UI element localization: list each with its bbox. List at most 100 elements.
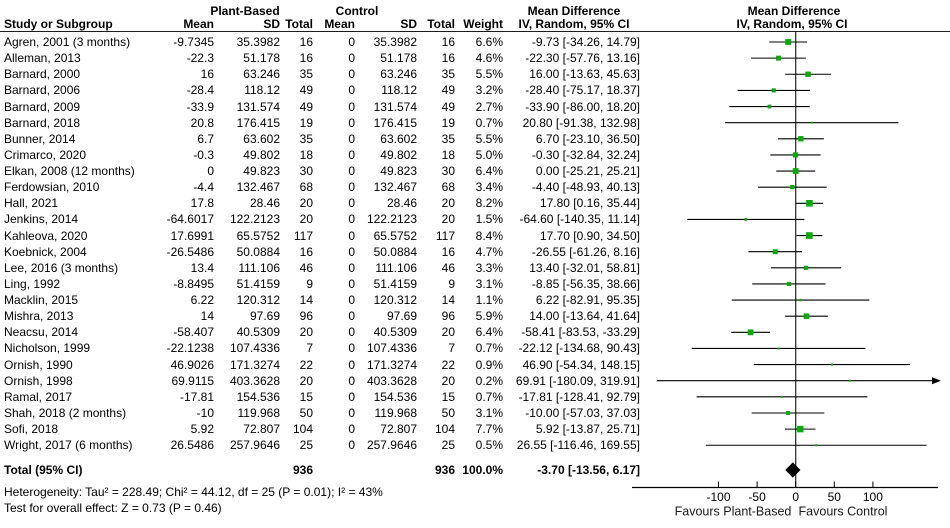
study-name: Hall, 2021 (4, 196, 59, 211)
md-ci-text: -4.40 [-48.93, 40.13] (531, 180, 640, 195)
study-row: Ling, 1992 -8.8495 51.4159 9 0 51.4159 9 3.1% -8… (0, 276, 950, 292)
effect-marker (747, 329, 754, 336)
control-total: 49 (441, 83, 455, 98)
plant-mean: 5.92 (190, 422, 214, 437)
effect-marker (785, 410, 791, 416)
md-ci-text: -0.30 [-32.84, 32.24] (531, 147, 640, 162)
control-mean: 0 (348, 131, 355, 146)
plant-total: 25 (299, 438, 313, 453)
study-row: Koebnick, 2004 -26.5486 50.0884 16 0 50.0884 1… (0, 244, 950, 260)
arrow-right-icon (932, 377, 941, 385)
study-row: Neacsu, 2014 -58.407 40.5309 20 0 40.5309 20 6.… (0, 324, 950, 340)
control-total: 20 (441, 212, 455, 227)
weight-value: 2.7% (475, 99, 503, 114)
control-sd: 403.3628 (366, 373, 417, 388)
control-mean: 0 (348, 405, 355, 420)
plant-sd: 176.415 (236, 115, 280, 130)
weight-value: 3.1% (475, 276, 503, 291)
md-ci-text: 14.00 [-13.64, 41.64] (529, 309, 640, 324)
weight-value: 1.1% (475, 293, 503, 308)
plant-total: 49 (299, 99, 313, 114)
control-total: 20 (441, 373, 455, 388)
plant-sd: 49.802 (243, 147, 280, 162)
study-row: Ramal, 2017 -17.81 154.536 15 0 154.536 15 0.7%… (0, 389, 950, 405)
md-ci-text: 6.70 [-23.10, 36.50] (535, 131, 640, 146)
control-sd: 171.3274 (366, 357, 417, 372)
plant-sd: 50.0884 (236, 244, 280, 259)
column-header-c-sd: SD (400, 17, 417, 31)
study-row: Ornish, 1998 69.9115 403.3628 20 0 403.3628 20… (0, 373, 950, 389)
effect-marker (771, 88, 776, 93)
control-mean: 0 (348, 164, 355, 179)
control-mean: 0 (348, 67, 355, 82)
tick-label: -100 (706, 490, 730, 504)
effect-marker (797, 425, 804, 433)
column-header-c-total: Total (427, 17, 455, 31)
tick-label: -50 (748, 490, 766, 504)
control-sd: 50.0884 (373, 244, 417, 259)
plant-sd: 403.3628 (229, 373, 280, 388)
study-name: Barnard, 2018 (4, 115, 81, 130)
plant-mean: 20.8 (190, 115, 214, 130)
plant-mean: -28.4 (186, 83, 214, 98)
total-pb-total: 936 (292, 462, 313, 477)
weight-value: 3.2% (475, 83, 503, 98)
control-sd: 49.802 (380, 147, 417, 162)
control-total: 35 (441, 67, 455, 82)
plot-header-md-ci: IV, Random, 95% CI (736, 17, 848, 31)
control-mean: 0 (348, 325, 355, 340)
study-row: Alleman, 2013 -22.3 51.178 16 0 51.178 16 4.6% -… (0, 50, 950, 66)
study-name: Mishra, 2013 (4, 309, 74, 324)
plant-mean: -8.8495 (173, 276, 214, 291)
md-ci-text: -17.81 [-128.41, 92.79] (518, 389, 640, 404)
study-name: Barnard, 2006 (4, 83, 81, 98)
control-total: 15 (441, 389, 455, 404)
study-row: Ferdowsian, 2010 -4.4 132.467 68 0 132.467 68 3… (0, 179, 950, 195)
plant-mean: 6.22 (190, 293, 214, 308)
plant-sd: 51.178 (243, 51, 280, 66)
column-header-study: Study or Subgroup (4, 17, 113, 31)
md-ci-text: 6.22 [-82.91, 95.35] (535, 293, 640, 308)
control-total: 25 (441, 438, 455, 453)
md-ci-text: -22.30 [-57.76, 13.16] (525, 51, 640, 66)
control-mean: 0 (348, 244, 355, 259)
plant-total: 9 (306, 276, 313, 291)
heterogeneity-text: Heterogeneity: Tau² = 228.49; Chi² = 44.… (4, 484, 383, 499)
plant-mean: 14 (200, 309, 214, 324)
weight-value: 1.5% (475, 212, 503, 227)
weight-value: 6.4% (475, 164, 503, 179)
summary-diamond (785, 462, 801, 478)
study-row: Barnard, 2018 20.8 176.415 19 0 176.415 19 0.7%… (0, 115, 950, 131)
plant-total: 20 (299, 212, 313, 227)
effect-marker (780, 395, 783, 398)
effect-marker (776, 55, 781, 61)
plant-total: 104 (292, 422, 313, 437)
effect-marker (772, 249, 778, 255)
control-total: 50 (441, 405, 455, 420)
study-name: Ornish, 1990 (4, 357, 73, 372)
total-md: -3.70 [-13.56, 6.17] (537, 462, 640, 477)
study-name: Shah, 2018 (2 months) (4, 405, 127, 420)
effect-marker (767, 104, 772, 109)
plant-sd: 131.574 (236, 99, 280, 114)
weight-value: 5.5% (475, 67, 503, 82)
study-name: Barnard, 2009 (4, 99, 81, 114)
tick-label: 50 (828, 490, 842, 504)
md-ci-text: -10.00 [-57.03, 37.03] (525, 405, 640, 420)
effect-marker (786, 281, 791, 286)
weight-value: 0.2% (475, 373, 503, 388)
column-header-pb-sd: SD (263, 17, 280, 31)
study-name: Ling, 1992 (4, 276, 61, 291)
plant-total: 49 (299, 83, 313, 98)
control-sd: 131.574 (373, 99, 417, 114)
study-row: Sofi, 2018 5.92 72.807 104 0 72.807 104 7.7% 5.9… (0, 421, 950, 437)
header-separator-line (0, 30, 950, 32)
favours-left-label: Favours Plant-Based (675, 505, 792, 519)
study-row: Wright, 2017 (6 months) 26.5486 257.9646 25… (0, 437, 950, 453)
study-row: Crimarco, 2020 -0.3 49.802 18 0 49.802 18 5.0% -… (0, 147, 950, 163)
group-header-control: Control (335, 4, 379, 18)
control-total: 35 (441, 131, 455, 146)
plant-total: 16 (299, 35, 313, 49)
plant-sd: 97.69 (249, 309, 280, 324)
control-sd: 257.9646 (366, 438, 417, 453)
